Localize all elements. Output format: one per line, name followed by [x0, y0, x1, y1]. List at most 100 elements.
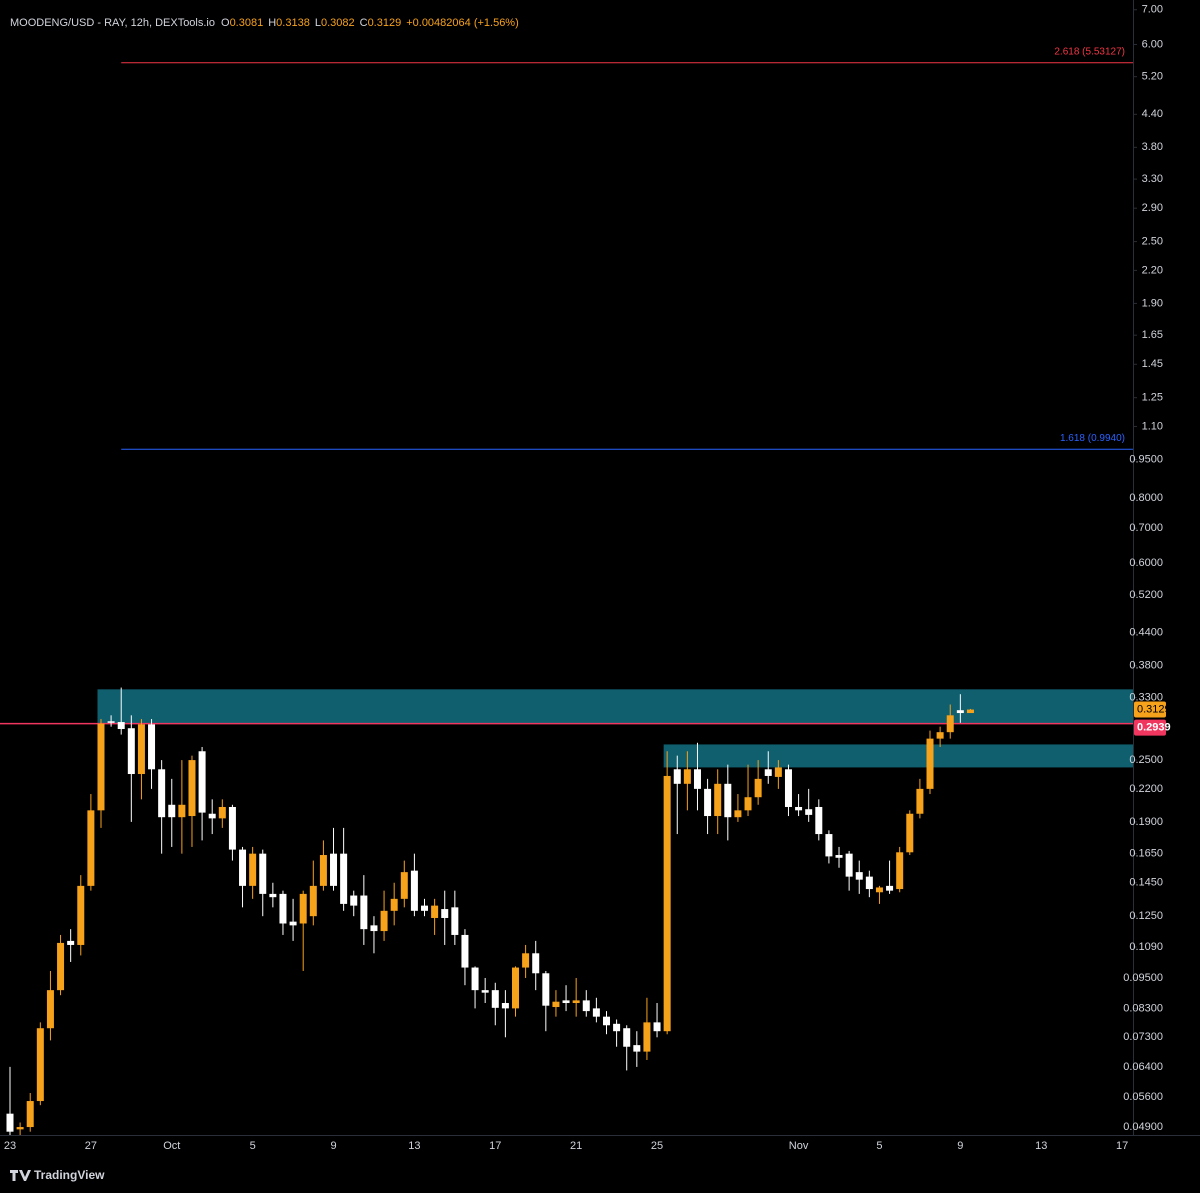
- x-tick-label: 13: [408, 1140, 420, 1152]
- candle-body: [683, 769, 691, 784]
- ohlc-key: L: [315, 17, 321, 29]
- x-tick-label: 9: [957, 1140, 963, 1152]
- candle-body: [673, 769, 681, 784]
- candle-body: [946, 715, 954, 733]
- ohlc-value: 0.3129: [368, 17, 402, 29]
- y-tick-label: 1.65: [1142, 329, 1163, 341]
- change: +0.00482064 (+1.56%): [406, 17, 519, 29]
- x-tick-label: 27: [85, 1140, 97, 1152]
- candle-body: [188, 760, 196, 817]
- candle-body: [623, 1028, 631, 1047]
- candle-body: [67, 940, 75, 945]
- y-tick-label: 2.90: [1142, 202, 1163, 214]
- candle-body: [380, 910, 388, 932]
- y-tick-label: 0.05600: [1123, 1091, 1163, 1103]
- candle-body: [228, 806, 236, 850]
- y-tick-label: 3.80: [1142, 141, 1163, 153]
- candle-body: [370, 925, 378, 932]
- candle-body: [855, 872, 863, 880]
- y-tick-label: 2.20: [1142, 264, 1163, 276]
- candle-body: [886, 885, 894, 891]
- candle-body: [350, 895, 358, 906]
- y-tick-label: 0.1900: [1129, 816, 1163, 828]
- candle-body: [815, 806, 823, 835]
- candle-body: [77, 885, 85, 945]
- candle-body: [936, 732, 944, 739]
- candle-body: [471, 967, 479, 991]
- y-tick-label: 1.90: [1142, 297, 1163, 309]
- plot-area: [0, 62, 1133, 1135]
- price-line-label: 0.2939: [1137, 722, 1171, 734]
- ohlc-key: C: [360, 17, 368, 29]
- candle-body: [158, 769, 166, 818]
- candle-body: [239, 849, 247, 886]
- y-tick-label: 0.7000: [1129, 522, 1163, 534]
- candle-body: [643, 1022, 651, 1052]
- candle-body: [693, 769, 701, 789]
- candle-body: [26, 1101, 34, 1128]
- candle-body: [340, 853, 348, 904]
- candle-body: [956, 710, 964, 714]
- y-tick-label: 3.30: [1142, 173, 1163, 185]
- candle-body: [966, 709, 974, 714]
- candle-body: [734, 810, 742, 818]
- x-tick-label: 23: [4, 1140, 16, 1152]
- candle-body: [249, 853, 257, 886]
- candle-body: [208, 813, 216, 819]
- candle-body: [107, 721, 115, 723]
- y-tick-label: 1.45: [1142, 358, 1163, 370]
- candle-body: [289, 921, 297, 926]
- candle-body: [542, 973, 550, 1006]
- candle-body: [663, 775, 671, 1032]
- candle-body: [522, 953, 530, 968]
- candle-body: [795, 806, 803, 811]
- y-tick-label: 7.00: [1142, 4, 1163, 16]
- x-tick-label: 17: [489, 1140, 501, 1152]
- zone: [663, 744, 1133, 768]
- y-tick-label: 5.20: [1142, 71, 1163, 83]
- y-tick-label: 1.25: [1142, 392, 1163, 404]
- candle-body: [137, 724, 145, 775]
- price-line-box: [1134, 719, 1166, 736]
- candle-body: [835, 855, 843, 858]
- candle-body: [410, 870, 418, 911]
- candle-body: [512, 967, 519, 1009]
- candle-body: [805, 809, 813, 815]
- y-tick-label: 0.2200: [1129, 783, 1163, 795]
- y-tick-label: 0.6000: [1129, 557, 1163, 569]
- candle-body: [279, 893, 287, 924]
- candle-body: [198, 751, 206, 813]
- y-tick-label: 0.1450: [1129, 877, 1163, 889]
- candle-body: [774, 767, 782, 777]
- candle-body: [330, 853, 338, 886]
- candle-body: [602, 1016, 610, 1026]
- x-tick-label: 9: [330, 1140, 336, 1152]
- candle-body: [299, 893, 307, 924]
- candle-body: [572, 1000, 580, 1004]
- candle-body: [400, 872, 408, 899]
- candle-body: [127, 728, 135, 775]
- logo-icon: [10, 1170, 31, 1181]
- ohlc-key: H: [268, 17, 276, 29]
- candle-body: [451, 907, 459, 935]
- brand: TradingView: [34, 1168, 105, 1182]
- y-tick-label: 0.1090: [1129, 941, 1163, 953]
- x-tick-label: 21: [570, 1140, 582, 1152]
- candle-body: [491, 990, 499, 1008]
- candle-body: [421, 905, 429, 911]
- candle-body: [754, 778, 762, 798]
- y-tick-label: 0.06400: [1123, 1061, 1163, 1073]
- y-tick-label: 0.3300: [1129, 691, 1163, 703]
- x-tick-label: 13: [1035, 1140, 1047, 1152]
- y-tick-label: 0.9500: [1129, 453, 1163, 465]
- candle-body: [532, 953, 540, 974]
- candle-body: [552, 1001, 560, 1008]
- candle-body: [653, 1022, 661, 1032]
- y-tick-label: 6.00: [1142, 38, 1163, 50]
- candle-body: [269, 893, 277, 898]
- last-price-box: [1134, 701, 1166, 718]
- candle-body: [57, 942, 65, 991]
- x-tick-label: 5: [876, 1140, 882, 1152]
